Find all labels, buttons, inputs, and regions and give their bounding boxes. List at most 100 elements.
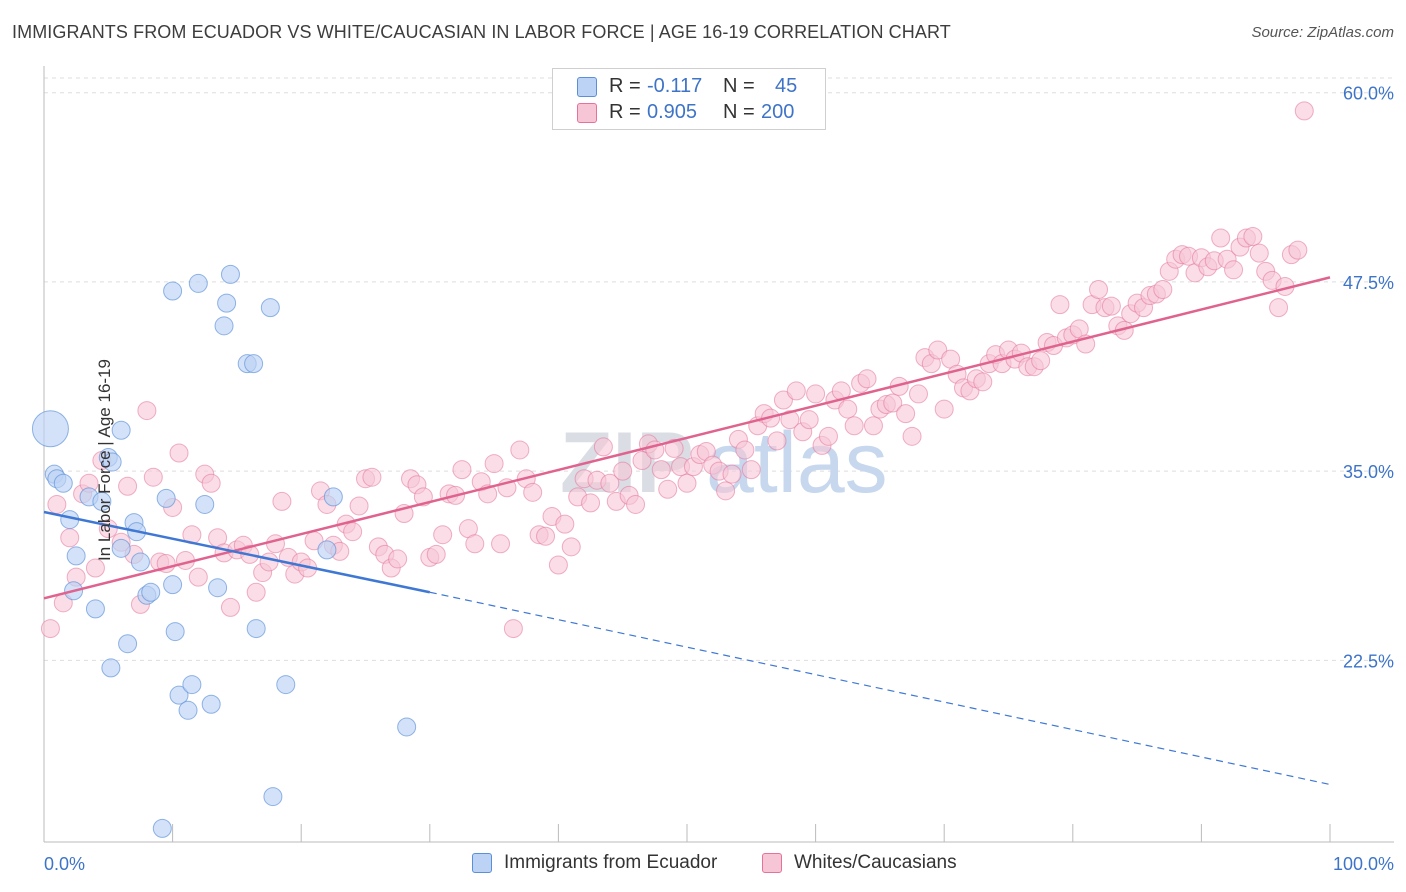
axes [43, 66, 1394, 843]
n-value: 45 [775, 75, 798, 97]
data-point-ecuador [118, 634, 138, 654]
data-point-whites [491, 534, 511, 554]
y-axis-label: In Labor Force | Age 16-19 [94, 359, 114, 561]
data-point-whites [343, 522, 363, 542]
data-point-whites [928, 340, 948, 360]
legend-swatch-pink [577, 103, 597, 123]
data-point-whites [581, 493, 601, 513]
y-tick-label: 47.5% [1343, 273, 1394, 293]
data-point-ecuador [244, 354, 264, 374]
data-point-ecuador [169, 685, 189, 705]
data-point-ecuador [260, 298, 280, 318]
chart-title: IMMIGRANTS FROM ECUADOR VS WHITE/CAUCASI… [12, 22, 951, 42]
data-point-whites [220, 597, 240, 617]
data-point-whites [863, 416, 883, 436]
data-point-whites [883, 393, 903, 413]
data-point-whites [600, 473, 620, 493]
stats-legend: R = -0.117 N = 45 R = 0.905 N = 200 [552, 68, 826, 130]
data-point-whites [780, 410, 800, 430]
data-point-whites [1249, 243, 1269, 263]
x-tick-label: 100.0% [1333, 854, 1394, 874]
data-point-whites [857, 369, 877, 389]
data-point-whites [613, 461, 633, 481]
data-point-whites [773, 390, 793, 410]
data-point-whites [555, 514, 575, 534]
data-point-ecuador [101, 658, 121, 678]
data-point-ecuador [102, 452, 122, 472]
data-point-ecuador [178, 700, 198, 720]
data-point-ecuador [111, 538, 131, 558]
data-point-whites [536, 526, 556, 546]
data-point-whites [658, 479, 678, 499]
data-point-whites [85, 558, 105, 578]
data-point-ecuador [323, 487, 343, 507]
data-point-whites [47, 494, 67, 514]
data-point-ecuador [111, 420, 131, 440]
data-point-whites [722, 464, 742, 484]
x-tick-label: 0.0% [44, 854, 85, 874]
trend-line-ecuador [43, 510, 431, 594]
data-point-ecuador [165, 622, 185, 642]
n-label: N = [723, 101, 755, 123]
r-value: 0.905 [647, 101, 698, 123]
data-point-whites [818, 426, 838, 446]
data-point-ecuador [214, 316, 234, 336]
r-label: R = [609, 75, 641, 97]
data-point-ecuador [163, 281, 183, 301]
data-point-whites [806, 384, 826, 404]
series-ecuador-points [31, 264, 417, 838]
data-point-whites [1224, 260, 1244, 280]
data-point-whites [908, 384, 928, 404]
data-point-ecuador [156, 488, 176, 508]
data-point-whites [1288, 240, 1308, 260]
trend-line-ecuador-extension [429, 591, 1331, 786]
legend-label-whites: Whites/Caucasians [794, 852, 957, 873]
y-tick-label: 60.0% [1343, 84, 1394, 104]
data-point-whites [973, 372, 993, 392]
data-point-whites [844, 416, 864, 436]
data-point-ecuador [397, 717, 417, 737]
data-point-whites [799, 410, 819, 430]
data-point-ecuador [208, 578, 228, 598]
data-point-whites [1269, 298, 1289, 318]
data-point-whites [838, 399, 858, 419]
data-point-whites [523, 482, 543, 502]
data-point-whites [626, 494, 646, 514]
data-point-whites [246, 582, 266, 602]
data-point-ecuador [188, 273, 208, 293]
data-point-whites [118, 476, 138, 496]
data-point-whites [388, 549, 408, 569]
data-point-whites [433, 525, 453, 545]
y-tick-label: 22.5% [1343, 651, 1394, 671]
data-point-ecuador [152, 818, 172, 838]
data-point-whites [664, 438, 684, 458]
data-point-whites [465, 534, 485, 554]
data-point-ecuador [220, 264, 240, 284]
data-point-ecuador [85, 599, 105, 619]
trend-line-whites [43, 276, 1331, 600]
data-point-whites [1101, 296, 1121, 316]
series-whites-points [40, 101, 1314, 639]
data-point-whites [503, 619, 523, 639]
data-point-ecuador [195, 494, 215, 514]
data-point-whites [651, 460, 671, 480]
n-value: 200 [761, 101, 795, 123]
data-point-whites [677, 473, 697, 493]
data-point-whites [452, 460, 472, 480]
source-label: Source: ZipAtlas.com [1251, 24, 1394, 41]
trend-lines [43, 276, 1331, 786]
data-point-whites [1294, 101, 1314, 121]
data-point-ecuador [217, 293, 237, 313]
data-point-whites [767, 431, 787, 451]
data-point-whites [1153, 279, 1173, 299]
data-point-whites [1243, 227, 1263, 247]
data-point-ecuador [276, 675, 296, 695]
y-tick-labels: 22.5% 35.0% 47.5% 60.0% [1343, 84, 1394, 672]
r-value: -0.117 [647, 75, 703, 97]
data-point-whites [632, 451, 652, 471]
data-point-ecuador [317, 540, 337, 560]
data-point-whites [510, 440, 530, 460]
data-point-whites [349, 496, 369, 516]
legend-swatch-pink [762, 853, 782, 873]
